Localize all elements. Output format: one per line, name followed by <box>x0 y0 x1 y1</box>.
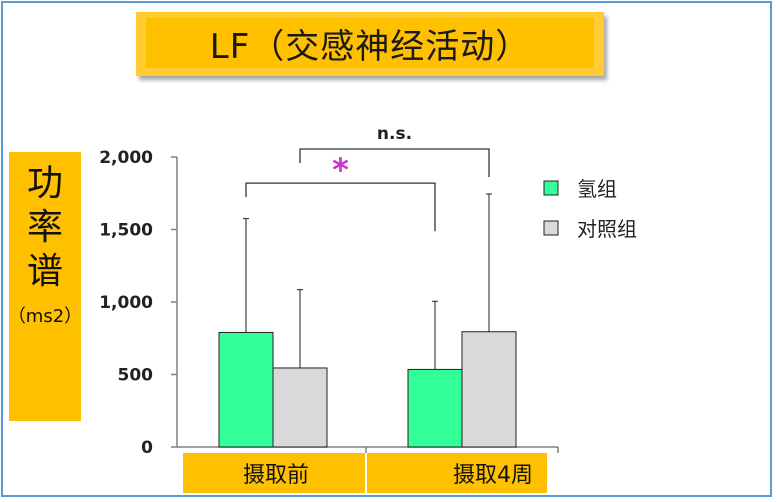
y-tick-label: 1,500 <box>99 221 153 241</box>
legend-label: 对照组 <box>577 217 637 241</box>
y-tick-label: 0 <box>141 438 153 458</box>
x-category-box-2: 摄取4周 <box>367 453 547 493</box>
x-category-box-1: 摄取前 <box>183 453 365 493</box>
legend-swatch <box>543 180 559 196</box>
bar <box>218 331 274 448</box>
y-axis-label-char-3: 谱 <box>26 251 63 292</box>
bar <box>272 367 328 448</box>
significance-label: n.s. <box>377 124 412 144</box>
y-tick-label: 2,000 <box>99 148 153 168</box>
bar <box>461 331 517 448</box>
y-tick-label: 500 <box>118 366 154 386</box>
y-axis-unit: （ms2） <box>7 306 83 327</box>
significance-bracket <box>299 148 490 177</box>
y-axis-label-char-1: 功 <box>26 163 63 204</box>
x-category-label-1: 摄取前 <box>242 463 309 488</box>
significance-bracket <box>245 182 436 232</box>
legend-swatch <box>543 220 559 236</box>
chart-title: LF（交感神经活动） <box>146 18 594 68</box>
y-tick-label: 1,000 <box>99 293 153 313</box>
legend-label: 氢组 <box>577 177 617 201</box>
y-axis-label-box: 功 率 谱 （ms2） <box>7 152 83 421</box>
significance-label: * <box>332 151 349 189</box>
y-axis-label-char-2: 率 <box>26 207 63 248</box>
bar <box>407 368 463 448</box>
title-banner: LF（交感神经活动） <box>136 12 604 76</box>
x-category-label-2: 摄取4周 <box>453 463 533 488</box>
